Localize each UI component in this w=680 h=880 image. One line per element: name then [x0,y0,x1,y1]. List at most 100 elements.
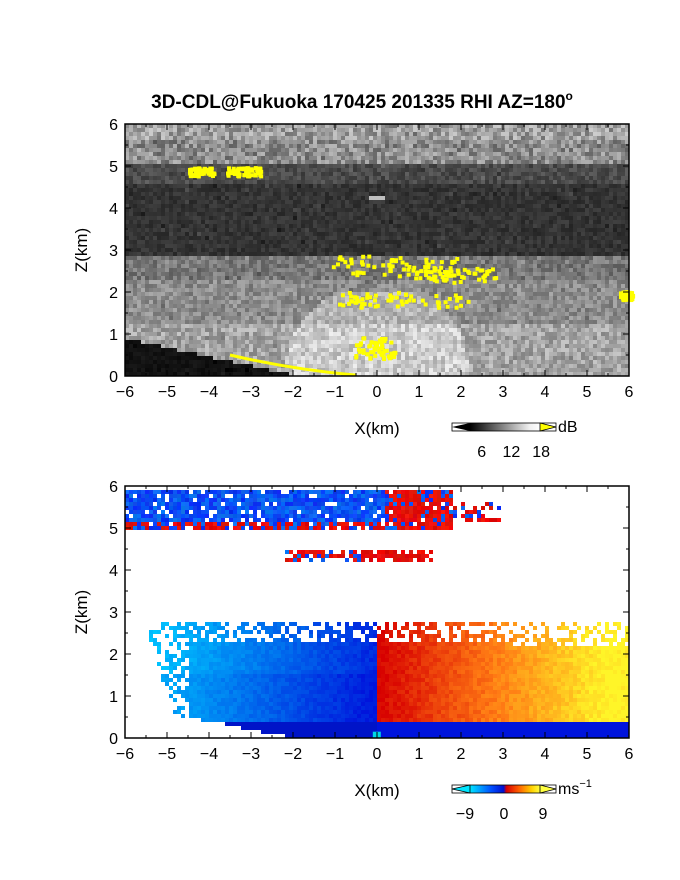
top-heatmap-cell [273,164,277,168]
top-heatmap-cell [173,136,177,140]
top-heatmap-cell [577,172,581,176]
top-heatmap-cell [217,260,221,264]
top-heatmap-cell [481,124,485,128]
top-heatmap-cell [365,200,369,204]
top-heatmap-cell [249,164,253,168]
top-heatmap-cell [481,256,485,260]
top-heatmap-cell [577,176,581,180]
top-heatmap-cell [589,148,593,152]
top-heatmap-cell [249,192,253,196]
top-heatmap-cell [325,132,329,136]
top-heatmap-cell [217,124,221,128]
top-heatmap-cell [173,216,177,220]
top-heatmap-cell [557,248,561,252]
top-heatmap-cell [249,208,253,212]
top-heatmap-cell [285,232,289,236]
top-heatmap-cell [497,188,501,192]
top-heatmap-cell [585,264,589,268]
top-heatmap-cell [341,216,345,220]
top-heatmap-cell [589,236,593,240]
top-heatmap-cell [321,160,325,164]
top-heatmap-cell [169,236,173,240]
top-heatmap-cell [501,268,505,272]
top-heatmap-cell [545,184,549,188]
top-heatmap-cell [565,128,569,132]
top-heatmap-cell [529,124,533,128]
top-heatmap-cell [381,140,385,144]
top-heatmap-cell [257,268,261,272]
top-heatmap-cell [241,268,245,272]
top-heatmap-cell [149,256,153,260]
top-heatmap-cell [189,188,193,192]
top-heatmap-cell [481,188,485,192]
top-heatmap-cell [333,136,337,140]
top-heatmap-cell [133,184,137,188]
top-heatmap-cell [181,272,185,276]
top-heatmap-cell [321,268,325,272]
top-heatmap-cell [337,220,341,224]
top-heatmap-cell [145,224,149,228]
top-heatmap-cell [553,216,557,220]
top-heatmap-cell [361,188,365,192]
top-heatmap-cell [417,224,421,228]
top-heatmap-cell [553,192,557,196]
top-heatmap-cell [441,164,445,168]
top-heatmap-cell [245,280,249,284]
top-heatmap-cell [429,188,433,192]
top-heatmap-cell [157,268,161,272]
top-heatmap-cell [221,164,225,168]
top-heatmap-cell [601,188,605,192]
top-heatmap-cell [329,172,333,176]
top-heatmap-cell [489,128,493,132]
top-heatmap-cell [353,264,357,268]
top-heatmap-cell [437,224,441,228]
top-heatmap-cell [257,272,261,276]
top-heatmap-cell [225,208,229,212]
top-heatmap-cell [125,216,129,220]
top-heatmap-cell [429,140,433,144]
top-heatmap-cell [401,168,405,172]
top-heatmap-cell [153,224,157,228]
top-heatmap-cell [201,256,205,260]
top-heatmap-cell [365,128,369,132]
top-heatmap-cell [233,124,237,128]
top-heatmap-cell [609,184,613,188]
top-heatmap-cell [289,184,293,188]
top-heatmap-cell [277,176,281,180]
top-heatmap-cell [425,192,429,196]
top-heatmap-cell [309,256,313,260]
top-heatmap-cell [257,260,261,264]
top-heatmap-cell [489,132,493,136]
top-heatmap-cell [485,252,489,256]
top-heatmap-cell [217,280,221,284]
top-heatmap-cell [533,168,537,172]
top-heatmap-cell [129,212,133,216]
top-heatmap-cell [169,140,173,144]
top-heatmap-cell [561,180,565,184]
top-heatmap-cell [309,220,313,224]
top-heatmap-cell [441,144,445,148]
top-heatmap-cell [325,144,329,148]
top-heatmap-cell [505,200,509,204]
top-heatmap-cell [397,156,401,160]
top-heatmap-cell [253,184,257,188]
top-heatmap-cell [253,268,257,272]
top-heatmap-cell [297,152,301,156]
top-heatmap-cell [281,192,285,196]
top-heatmap-cell [409,128,413,132]
top-heatmap-cell [185,144,189,148]
top-heatmap-cell [385,256,389,260]
top-heatmap-cell [305,248,309,252]
top-heatmap-cell [537,252,541,256]
top-heatmap-cell [353,232,357,236]
top-heatmap-cell [265,280,269,284]
top-heatmap-cell [401,248,405,252]
top-heatmap-cell [537,156,541,160]
top-heatmap-cell [205,276,209,280]
top-heatmap-cell [461,200,465,204]
top-heatmap-cell [297,196,301,200]
top-heatmap-cell [137,184,141,188]
top-heatmap-cell [257,200,261,204]
top-heatmap-cell [449,148,453,152]
top-heatmap-cell [489,180,493,184]
